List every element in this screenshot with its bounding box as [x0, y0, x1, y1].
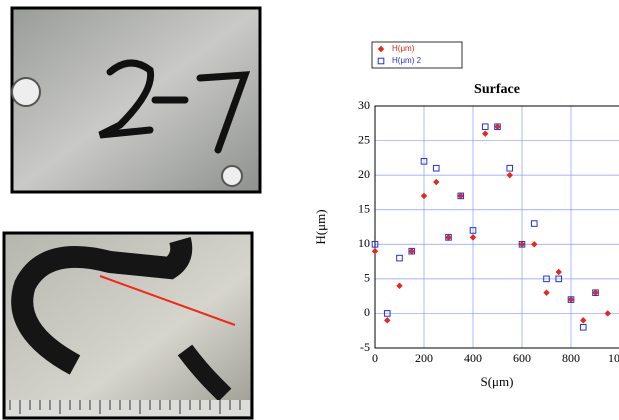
- point: [433, 179, 439, 185]
- point: [531, 221, 537, 227]
- point: [396, 283, 402, 289]
- point: [592, 289, 598, 295]
- y-tick-label: 30: [358, 98, 370, 112]
- point: [482, 130, 488, 136]
- point: [445, 234, 451, 240]
- plot-frame: [375, 106, 619, 348]
- y-axis-label: H(μm): [313, 209, 328, 244]
- y-tick-label: 20: [358, 167, 370, 181]
- page: Surface S(μm) H(μm) -5051015202530020040…: [0, 0, 619, 420]
- x-tick-label: 400: [464, 351, 482, 365]
- point: [458, 193, 464, 199]
- legend-label: H(μm): [392, 44, 415, 53]
- point: [507, 172, 513, 178]
- y-tick-label: 10: [358, 236, 370, 250]
- y-tick-label: -5: [360, 340, 370, 354]
- y-tick-label: 15: [358, 201, 370, 215]
- point: [494, 124, 500, 130]
- y-tick-label: 0: [364, 305, 370, 319]
- photo-sample: [12, 8, 260, 192]
- x-tick-label: 1000: [608, 351, 619, 365]
- legend-label: H(μm) 2: [392, 56, 422, 65]
- y-tick-label: 5: [364, 271, 370, 285]
- point: [372, 248, 378, 254]
- point: [605, 310, 611, 316]
- x-tick-label: 800: [562, 351, 580, 365]
- x-tick-label: 0: [372, 351, 378, 365]
- y-tick-label: 25: [358, 132, 370, 146]
- point: [421, 193, 427, 199]
- point: [556, 269, 562, 275]
- point: [543, 289, 549, 295]
- chart-title: Surface: [474, 82, 520, 97]
- point: [482, 124, 488, 130]
- point: [580, 324, 586, 330]
- point: [507, 165, 513, 171]
- point: [433, 165, 439, 171]
- point: [470, 234, 476, 240]
- photo-profile: [4, 233, 252, 418]
- x-tick-label: 600: [513, 351, 531, 365]
- point: [397, 255, 403, 261]
- point: [580, 317, 586, 323]
- point: [519, 241, 525, 247]
- x-tick-label: 200: [415, 351, 433, 365]
- point: [384, 317, 390, 323]
- point: [568, 296, 574, 302]
- point: [531, 241, 537, 247]
- point: [409, 248, 415, 254]
- x-axis-label: S(μm): [481, 374, 514, 389]
